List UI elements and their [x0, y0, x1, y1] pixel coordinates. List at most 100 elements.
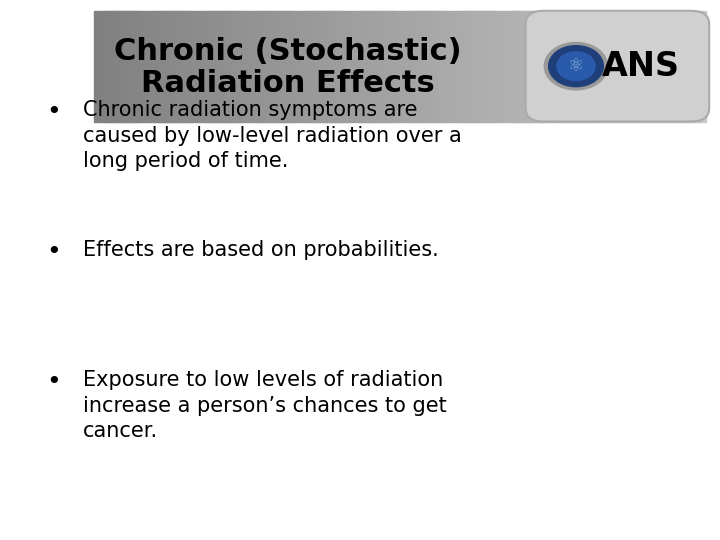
- Bar: [669, 11, 672, 122]
- Bar: [132, 11, 135, 122]
- Bar: [626, 11, 629, 122]
- Bar: [292, 11, 294, 122]
- Bar: [534, 11, 537, 122]
- Bar: [114, 11, 117, 122]
- Bar: [424, 11, 427, 122]
- Bar: [553, 11, 555, 122]
- Bar: [632, 11, 635, 122]
- Bar: [206, 11, 209, 122]
- Bar: [613, 11, 616, 122]
- Bar: [257, 11, 260, 122]
- Bar: [571, 11, 574, 122]
- Bar: [159, 11, 161, 122]
- Bar: [603, 11, 606, 122]
- Bar: [442, 11, 445, 122]
- Bar: [703, 11, 706, 122]
- Bar: [459, 11, 462, 122]
- Bar: [316, 11, 319, 122]
- Bar: [431, 11, 433, 122]
- Bar: [371, 11, 374, 122]
- Bar: [701, 11, 704, 122]
- Bar: [530, 11, 533, 122]
- Bar: [282, 11, 284, 122]
- Bar: [444, 11, 447, 122]
- Bar: [483, 11, 486, 122]
- Bar: [647, 11, 649, 122]
- Bar: [94, 11, 96, 122]
- Bar: [642, 11, 645, 122]
- Bar: [382, 11, 384, 122]
- Bar: [338, 11, 341, 122]
- Bar: [436, 11, 439, 122]
- Bar: [644, 11, 647, 122]
- Bar: [554, 11, 557, 122]
- Bar: [261, 11, 264, 122]
- Bar: [471, 11, 474, 122]
- Bar: [104, 11, 107, 122]
- Bar: [549, 11, 552, 122]
- Bar: [612, 11, 615, 122]
- Bar: [145, 11, 148, 122]
- Bar: [397, 11, 400, 122]
- Bar: [126, 11, 129, 122]
- Bar: [238, 11, 241, 122]
- Bar: [348, 11, 351, 122]
- Bar: [420, 11, 423, 122]
- Bar: [226, 11, 229, 122]
- Bar: [204, 11, 207, 122]
- Bar: [304, 11, 307, 122]
- Bar: [500, 11, 503, 122]
- Bar: [622, 11, 625, 122]
- Bar: [179, 11, 182, 122]
- Bar: [165, 11, 168, 122]
- Bar: [490, 11, 492, 122]
- Bar: [236, 11, 239, 122]
- Bar: [652, 11, 655, 122]
- Bar: [487, 11, 490, 122]
- Bar: [661, 11, 664, 122]
- Text: ⚛: ⚛: [568, 57, 584, 75]
- Bar: [453, 11, 456, 122]
- Bar: [446, 11, 449, 122]
- Bar: [581, 11, 584, 122]
- Bar: [167, 11, 170, 122]
- Bar: [418, 11, 420, 122]
- Bar: [618, 11, 621, 122]
- Bar: [324, 11, 327, 122]
- Circle shape: [544, 42, 608, 90]
- Bar: [455, 11, 457, 122]
- Bar: [390, 11, 392, 122]
- Text: •: •: [47, 100, 61, 124]
- Bar: [116, 11, 119, 122]
- Bar: [265, 11, 268, 122]
- Bar: [485, 11, 488, 122]
- Bar: [184, 11, 186, 122]
- Bar: [163, 11, 166, 122]
- Bar: [616, 11, 618, 122]
- Bar: [693, 11, 696, 122]
- Bar: [579, 11, 582, 122]
- Bar: [434, 11, 437, 122]
- Bar: [624, 11, 626, 122]
- Bar: [216, 11, 219, 122]
- Bar: [493, 11, 496, 122]
- Circle shape: [557, 52, 595, 80]
- Bar: [369, 11, 372, 122]
- Bar: [685, 11, 688, 122]
- Bar: [441, 11, 443, 122]
- Bar: [285, 11, 288, 122]
- Bar: [235, 11, 237, 122]
- Bar: [320, 11, 323, 122]
- Bar: [110, 11, 112, 122]
- Bar: [367, 11, 370, 122]
- Bar: [330, 11, 333, 122]
- Bar: [275, 11, 278, 122]
- Bar: [186, 11, 188, 122]
- Bar: [353, 11, 356, 122]
- Bar: [461, 11, 464, 122]
- Bar: [620, 11, 623, 122]
- Bar: [491, 11, 494, 122]
- Bar: [377, 11, 380, 122]
- Bar: [675, 11, 678, 122]
- Bar: [539, 11, 541, 122]
